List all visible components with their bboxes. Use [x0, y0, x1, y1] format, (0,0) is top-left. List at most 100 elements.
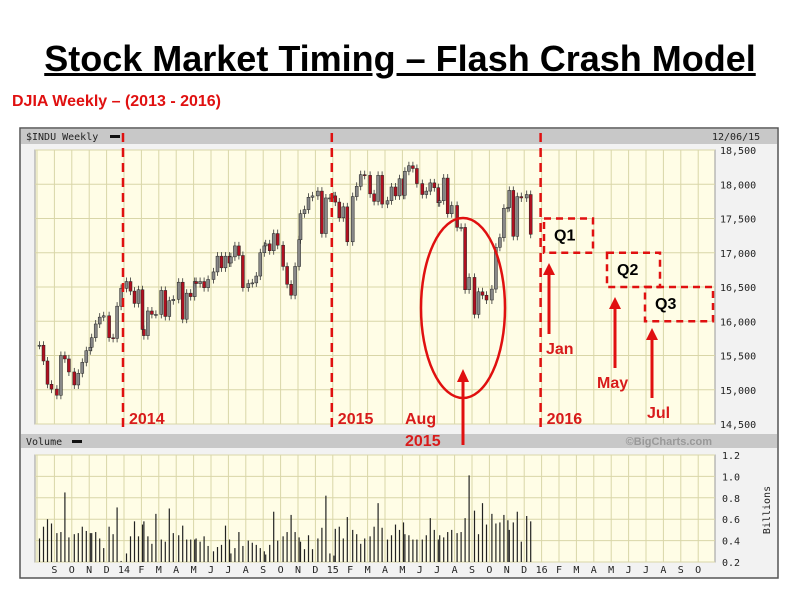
- price-candle: [476, 291, 481, 315]
- page-title: Stock Market Timing – Flash Crash Model: [44, 38, 756, 79]
- month-tick-label: N: [504, 565, 510, 576]
- price-candle: [420, 183, 425, 195]
- year-label: 2016: [547, 411, 583, 428]
- price-candle: [411, 165, 415, 169]
- price-candle: [115, 305, 119, 339]
- price-candle: [107, 315, 111, 338]
- price-candle: [407, 165, 411, 172]
- price-candle: [241, 255, 245, 288]
- price-candle: [324, 197, 328, 234]
- price-candle: [455, 205, 459, 228]
- price-candle: [41, 344, 46, 362]
- price-tick-label: 15,500: [720, 352, 756, 363]
- price-candle: [49, 384, 54, 390]
- month-tick-label: A: [173, 565, 179, 576]
- arrow-head-icon: [457, 369, 469, 382]
- price-candle: [55, 388, 59, 396]
- month-tick-label: D: [312, 565, 318, 576]
- price-candle: [345, 206, 350, 243]
- month-tick-label: F: [138, 565, 144, 576]
- month-tick-label: F: [556, 565, 562, 576]
- price-candle: [246, 283, 251, 288]
- price-candle: [463, 227, 467, 290]
- target-range-box: [542, 217, 595, 254]
- price-candle: [159, 290, 164, 315]
- price-candle: [211, 271, 216, 280]
- month-tick-label: D: [521, 565, 527, 576]
- price-candle: [297, 239, 301, 267]
- month-tick-label: 16: [536, 565, 548, 576]
- volume-tick-label: 1.2: [722, 451, 740, 462]
- price-candle: [428, 182, 433, 192]
- price-candle: [310, 195, 315, 198]
- volume-panel-label: Volume: [26, 437, 62, 448]
- month-tick-label: O: [69, 565, 75, 576]
- price-candle: [194, 281, 198, 284]
- price-candle: [445, 177, 450, 214]
- price-candle: [403, 170, 407, 196]
- price-candle: [267, 243, 272, 251]
- price-candle: [385, 200, 390, 205]
- month-tick-label: A: [591, 565, 597, 576]
- month-tick-label: M: [573, 565, 579, 576]
- month-tick-label: A: [382, 565, 388, 576]
- price-header: [21, 129, 777, 144]
- arrow-head-icon: [646, 328, 658, 340]
- price-candle: [271, 233, 276, 251]
- price-candle: [524, 194, 529, 199]
- price-candle: [341, 206, 346, 219]
- price-candle: [424, 190, 429, 195]
- price-candle: [146, 310, 150, 336]
- month-tick-label: S: [260, 565, 266, 576]
- price-candle: [37, 344, 42, 347]
- price-candle: [498, 237, 502, 248]
- price-candle: [119, 288, 123, 307]
- price-candle: [333, 195, 338, 203]
- month-tick-label: 15: [327, 565, 339, 576]
- price-candle: [376, 175, 380, 202]
- price-candle: [215, 255, 220, 273]
- price-candle: [302, 209, 307, 214]
- month-tick-label: A: [452, 565, 458, 576]
- month-tick-label: J: [643, 565, 649, 576]
- price-candle: [437, 200, 442, 203]
- price-candle: [219, 255, 224, 269]
- price-candle: [337, 201, 342, 219]
- month-tick-label: O: [486, 565, 492, 576]
- month-tick-label: M: [156, 565, 162, 576]
- price-candle: [449, 205, 454, 214]
- month-tick-label: J: [208, 565, 214, 576]
- price-candle: [140, 289, 145, 330]
- price-panel-label: $INDU Weekly: [26, 132, 98, 143]
- volume-tick-label: 1.0: [722, 472, 740, 483]
- price-candle: [298, 213, 303, 240]
- price-candle: [350, 196, 355, 243]
- price-candle: [380, 175, 384, 205]
- target-quarter-label: Q2: [617, 262, 638, 279]
- price-candle: [136, 289, 141, 304]
- price-tick-label: 18,500: [720, 146, 756, 157]
- price-candle: [293, 266, 297, 296]
- price-candle: [515, 196, 520, 237]
- volume-tick-label: 0.2: [722, 558, 740, 569]
- month-tick-label: S: [678, 565, 684, 576]
- price-candle: [237, 245, 241, 256]
- date-label: 12/06/15: [712, 132, 760, 143]
- price-candle: [511, 190, 516, 237]
- price-candle: [76, 373, 81, 386]
- price-candle: [528, 194, 533, 235]
- price-candle: [393, 186, 398, 197]
- price-candle: [368, 175, 372, 195]
- price-candle: [397, 178, 402, 197]
- price-tick-label: 17,500: [720, 215, 756, 226]
- year-label: 2015: [338, 411, 374, 428]
- price-candle: [519, 196, 524, 199]
- price-candle: [306, 197, 311, 210]
- month-tick-label: S: [51, 565, 57, 576]
- target-range-box: [643, 285, 715, 323]
- price-candle: [89, 337, 94, 348]
- volume-legend-swatch: [72, 440, 82, 443]
- price-candle: [415, 168, 419, 184]
- price-candle: [63, 355, 67, 360]
- target-quarter-label: Q1: [554, 228, 575, 245]
